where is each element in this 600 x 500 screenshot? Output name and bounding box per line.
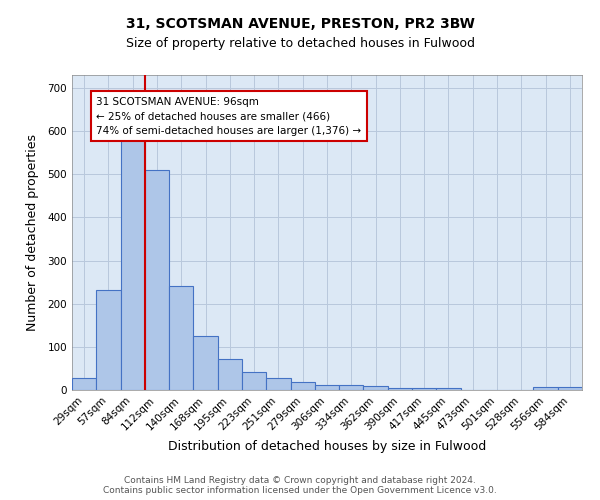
Text: 31 SCOTSMAN AVENUE: 96sqm
← 25% of detached houses are smaller (466)
74% of semi: 31 SCOTSMAN AVENUE: 96sqm ← 25% of detac… <box>96 96 361 136</box>
Bar <box>266 378 290 390</box>
Bar <box>339 385 364 390</box>
X-axis label: Distribution of detached houses by size in Fulwood: Distribution of detached houses by size … <box>168 440 486 453</box>
Bar <box>315 385 339 390</box>
Bar <box>412 388 436 390</box>
Bar <box>364 386 388 390</box>
Bar <box>96 290 121 390</box>
Bar <box>388 388 412 390</box>
Bar <box>72 378 96 390</box>
Text: 31, SCOTSMAN AVENUE, PRESTON, PR2 3BW: 31, SCOTSMAN AVENUE, PRESTON, PR2 3BW <box>125 18 475 32</box>
Text: Size of property relative to detached houses in Fulwood: Size of property relative to detached ho… <box>125 38 475 51</box>
Bar <box>242 372 266 390</box>
Bar <box>436 388 461 390</box>
Bar <box>121 140 145 390</box>
Bar <box>533 387 558 390</box>
Bar <box>558 388 582 390</box>
Text: Contains HM Land Registry data © Crown copyright and database right 2024.
Contai: Contains HM Land Registry data © Crown c… <box>103 476 497 495</box>
Bar <box>290 382 315 390</box>
Bar <box>145 170 169 390</box>
Bar <box>218 359 242 390</box>
Y-axis label: Number of detached properties: Number of detached properties <box>26 134 39 331</box>
Bar <box>193 336 218 390</box>
Bar <box>169 286 193 390</box>
